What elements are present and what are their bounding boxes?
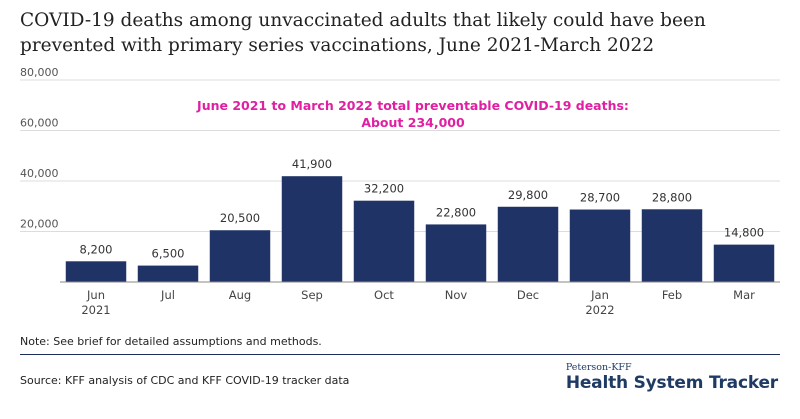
bar-aug: [209, 230, 271, 282]
bar-value-label: 29,800: [508, 188, 548, 202]
x-tick-label: Jan: [590, 288, 609, 302]
x-tick-label: Feb: [662, 288, 682, 302]
x-tick-label: Sep: [301, 288, 323, 302]
annotation-line-1: June 2021 to March 2022 total preventabl…: [196, 98, 629, 113]
y-tick-label: 40,000: [20, 167, 59, 180]
bar-dec: [497, 206, 559, 282]
bars: [65, 176, 775, 282]
bar-mar: [713, 244, 775, 282]
bar-value-label: 14,800: [724, 226, 764, 240]
footer-divider: [20, 354, 780, 355]
logo-small-text: Peterson-KFF: [565, 362, 632, 373]
bar-value-label: 22,800: [436, 205, 476, 219]
x-tick-sublabel: 2022: [585, 303, 614, 317]
note-text: Note: See brief for detailed assumptions…: [20, 335, 322, 348]
source-text: Source: KFF analysis of CDC and KFF COVI…: [20, 374, 350, 387]
bar-value-label: 32,200: [364, 182, 404, 196]
bar-value-label: 8,200: [80, 242, 113, 256]
bar-jul: [137, 265, 199, 282]
x-tick-sublabel: 2021: [81, 303, 110, 317]
x-tick-label: Mar: [733, 288, 755, 302]
bar-jan: [569, 209, 631, 282]
bar-value-labels: 8,200 6,500 20,500 41,900 32,200 22,800 29,800…: [80, 157, 765, 260]
bar-nov: [425, 224, 487, 282]
chart-title: COVID-19 deaths among unvaccinated adult…: [20, 10, 706, 56]
bar-value-label: 20,500: [220, 211, 260, 225]
y-tick-label: 60,000: [20, 117, 59, 130]
bar-value-label: 6,500: [152, 247, 185, 261]
logo-big-text: Health System Tracker: [565, 373, 778, 393]
x-tick-label: Nov: [445, 288, 468, 302]
bar-jun: [65, 261, 127, 282]
bar-value-label: 28,700: [580, 191, 620, 205]
bar-oct: [353, 200, 415, 282]
y-axis-labels: 20,000 40,000 60,000 80,000: [20, 66, 59, 231]
x-tick-label: Aug: [229, 288, 251, 302]
bar-value-label: 41,900: [292, 157, 332, 171]
bar-sep: [281, 176, 343, 282]
y-tick-label: 80,000: [20, 66, 59, 79]
x-tick-label: Jul: [160, 288, 175, 302]
x-tick-label: Oct: [374, 288, 394, 302]
annotation-line-2: About 234,000: [361, 115, 465, 130]
peterson-kff-logo[interactable]: Peterson-KFF Health System Tracker: [566, 362, 778, 393]
x-tick-label: Dec: [517, 288, 539, 302]
y-tick-label: 20,000: [20, 218, 59, 231]
x-tick-label: Jun: [86, 288, 105, 302]
bar-feb: [641, 209, 703, 282]
bar-value-label: 28,800: [652, 190, 692, 204]
